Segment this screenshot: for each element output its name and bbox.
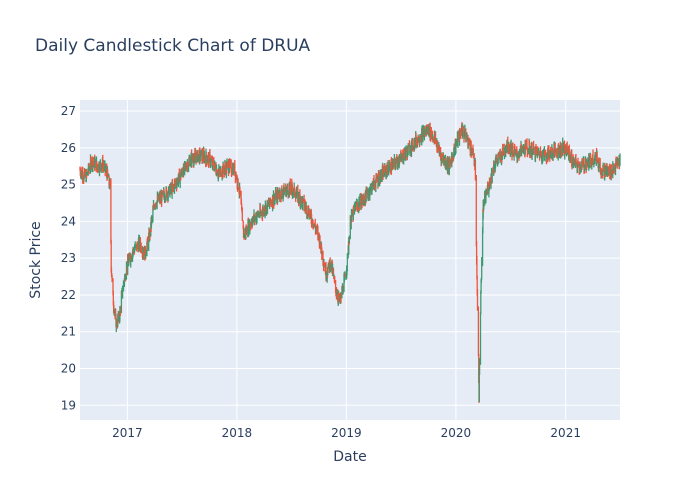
candles <box>79 122 621 403</box>
x-tick-label: 2021 <box>550 426 581 440</box>
x-tick-labels: 2017 2018 2019 2020 2021 <box>112 426 581 440</box>
y-tick-labels: 19 20 21 22 23 24 25 26 27 <box>61 104 76 412</box>
y-tick-label: 19 <box>61 398 76 412</box>
y-tick-label: 24 <box>61 214 76 228</box>
y-tick-label: 22 <box>61 288 76 302</box>
y-axis-title: Stock Price <box>28 221 44 298</box>
y-tick-label: 21 <box>61 325 76 339</box>
x-tick-label: 2019 <box>331 426 362 440</box>
x-tick-label: 2017 <box>112 426 143 440</box>
x-tick-label: 2018 <box>222 426 253 440</box>
y-tick-label: 25 <box>61 178 76 192</box>
y-tick-label: 20 <box>61 362 76 376</box>
y-tick-label: 27 <box>61 104 76 118</box>
y-tick-label: 23 <box>61 251 76 265</box>
chart-title: Daily Candlestick Chart of DRUA <box>35 36 311 56</box>
x-tick-label: 2020 <box>441 426 472 440</box>
x-axis-title: Date <box>333 449 366 465</box>
y-tick-label: 26 <box>61 141 76 155</box>
